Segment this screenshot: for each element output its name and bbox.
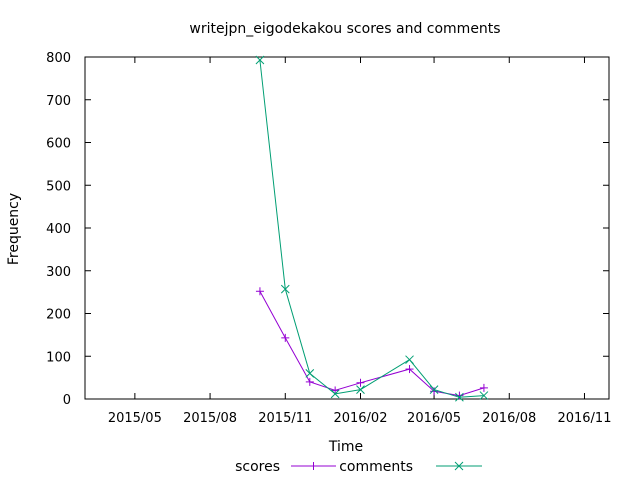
data-point-scores [455,391,464,400]
legend-label-scores: scores [235,459,280,475]
data-point-comments [305,368,315,378]
chart-title: writejpn_eigodekakou scores and comments [189,21,500,37]
y-axis-label: Frequency [6,193,22,265]
x-tick-label: 2015/11 [258,411,312,426]
data-point-comments [356,385,365,394]
data-point-comments [429,385,439,394]
data-point-comments [405,355,414,365]
data-point-comments [330,389,340,399]
y-axis: 0 100 200 300 400 500 600 700 800 [46,51,609,408]
series-line-scores [259,291,485,397]
x-tick-label: 2015/05 [108,411,162,426]
legend-label-comments: comments [339,459,413,475]
data-point-comments [255,55,265,65]
y-tick-label: 200 [46,308,71,323]
series-line-comments [259,59,484,398]
y-tick-label: 300 [46,265,71,280]
y-tick-label: 400 [46,222,71,237]
y-tick-label: 700 [46,94,71,109]
data-point-scores [405,365,414,374]
data-point-scores [281,333,290,342]
legend-marker-comments [454,461,464,471]
x-axis-label: Time [328,439,363,455]
x-tick-label: 2016/02 [333,411,387,426]
data-point-comments [455,392,464,402]
data-point-scores [255,287,264,296]
x-axis: 2015/05 2015/08 2015/11 2016/02 2016/05 2016/… [108,57,611,426]
x-tick-label: 2016/05 [407,411,461,426]
y-tick-label: 800 [46,51,71,66]
x-tick-label: 2016/08 [482,411,536,426]
data-point-scores [479,383,488,392]
series-layer [255,55,489,402]
data-point-scores [305,377,314,386]
legend-marker-scores [309,462,318,470]
data-point-comments [280,284,290,294]
plot-area [84,56,610,400]
x-tick-label: 2016/11 [557,411,611,426]
data-point-comments [479,391,489,400]
data-point-scores [331,386,340,395]
y-tick-label: 0 [63,393,71,408]
plot-border [84,56,610,400]
y-tick-label: 500 [46,179,71,194]
x-tick-label: 2015/08 [183,411,237,426]
y-tick-label: 100 [46,350,71,365]
y-tick-label: 600 [46,137,71,152]
data-point-scores [356,378,365,387]
legend: scores comments [235,459,482,475]
data-point-scores [430,387,439,396]
